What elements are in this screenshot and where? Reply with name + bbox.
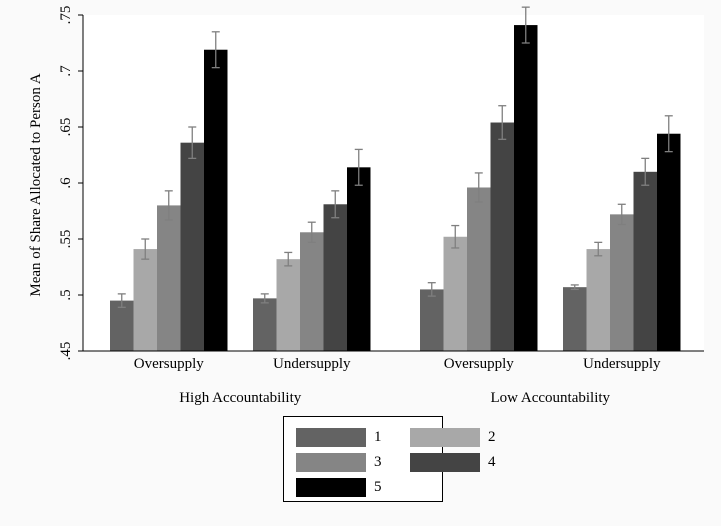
bar-g2-s1-b4 — [490, 122, 514, 352]
group-label-2: Low Accountability — [490, 390, 610, 406]
y-axis-label: Mean of Share Allocated to Person A — [28, 73, 44, 296]
bar-g1-s2-b3 — [300, 232, 324, 351]
error-bar-g1-s1-b2 — [141, 238, 150, 260]
bar-g1-s1-b3 — [157, 205, 181, 351]
legend-swatch-2 — [410, 428, 480, 447]
legend-swatch-5 — [296, 478, 366, 497]
error-bar-g2-s1-b2 — [451, 224, 460, 249]
legend-item-3: 3 — [296, 453, 382, 472]
legend-item-2: 2 — [410, 428, 496, 447]
bar-g1-s1-b5 — [204, 49, 228, 351]
bar-g2-s1-b3 — [467, 187, 491, 351]
error-bar-g2-s2-b2 — [594, 241, 603, 257]
bar-g1-s2-b1 — [253, 298, 277, 351]
error-bar-g1-s2-b5 — [354, 148, 363, 186]
bar-g2-s1-b1 — [420, 289, 444, 351]
subgroup-label-g2-s1: Oversupply — [444, 356, 514, 372]
bar-g2-s2-b4 — [633, 171, 657, 351]
legend-label-4: 4 — [488, 454, 496, 470]
error-bar-g2-s2-b1 — [570, 284, 579, 291]
y-tick-label-2: .55 — [58, 230, 74, 249]
bar-g1-s2-b4 — [323, 204, 347, 351]
y-tick-label-5: .7 — [58, 65, 74, 77]
legend-item-1: 1 — [296, 428, 382, 447]
legend-swatch-3 — [296, 453, 366, 472]
bar-g1-s1-b4 — [180, 142, 204, 351]
legend-label-2: 2 — [488, 429, 496, 445]
error-bar-g2-s1-b3 — [474, 172, 483, 203]
subgroup-label-g2-s2: Undersupply — [583, 356, 661, 372]
legend: 1 2 3 4 5 — [283, 416, 496, 502]
bar-g2-s2-b2 — [586, 249, 610, 351]
legend-label-5: 5 — [374, 479, 382, 495]
error-bar-g2-s1-b5 — [521, 6, 530, 44]
error-bar-g1-s2-b1 — [260, 293, 269, 304]
y-tick-label-6: .75 — [58, 6, 74, 25]
bar-g1-s1-b2 — [133, 249, 157, 351]
bar-g1-s1-b1 — [110, 300, 134, 351]
bar-g1-s2-b2 — [276, 259, 300, 351]
error-bar-g1-s2-b3 — [307, 221, 316, 244]
legend-label-3: 3 — [374, 454, 382, 470]
subgroup-label-g1-s2: Undersupply — [273, 356, 351, 372]
legend-label-1: 1 — [374, 429, 382, 445]
group-label-1: High Accountability — [179, 390, 302, 406]
bar-g1-s2-b5 — [347, 167, 371, 351]
y-tick-label-0: .45 — [58, 342, 74, 361]
error-bar-g1-s1-b3 — [164, 190, 173, 221]
y-tick-label-4: .65 — [58, 118, 74, 137]
legend-swatch-4 — [410, 453, 480, 472]
bars-layer — [110, 6, 681, 352]
bar-g2-s2-b1 — [563, 287, 587, 351]
error-bar-g2-s2-b4 — [641, 157, 650, 186]
y-tick-label-3: .6 — [58, 177, 74, 189]
error-bar-g2-s2-b5 — [664, 115, 673, 153]
error-bar-g1-s1-b1 — [117, 293, 126, 308]
error-bar-g2-s1-b1 — [427, 282, 436, 297]
error-bar-g1-s2-b2 — [284, 251, 293, 267]
y-tick-label-1: .5 — [58, 289, 74, 300]
bar-g2-s2-b3 — [610, 214, 634, 351]
legend-item-4: 4 — [410, 453, 496, 472]
error-bar-g1-s2-b4 — [331, 190, 340, 219]
subgroup-label-g1-s1: Oversupply — [134, 356, 204, 372]
error-bar-g2-s2-b3 — [617, 203, 626, 226]
bar-g2-s1-b5 — [514, 25, 538, 352]
error-bar-g2-s1-b4 — [498, 105, 507, 140]
axis-layer: Oversupply Undersupply High Accountability… — [58, 6, 704, 406]
error-bar-g1-s1-b4 — [188, 126, 197, 160]
bar-g2-s1-b2 — [443, 236, 467, 351]
legend-swatch-1 — [296, 428, 366, 447]
bar-g2-s2-b5 — [657, 133, 681, 351]
error-bar-g1-s1-b5 — [211, 31, 220, 69]
legend-item-5: 5 — [296, 478, 382, 497]
